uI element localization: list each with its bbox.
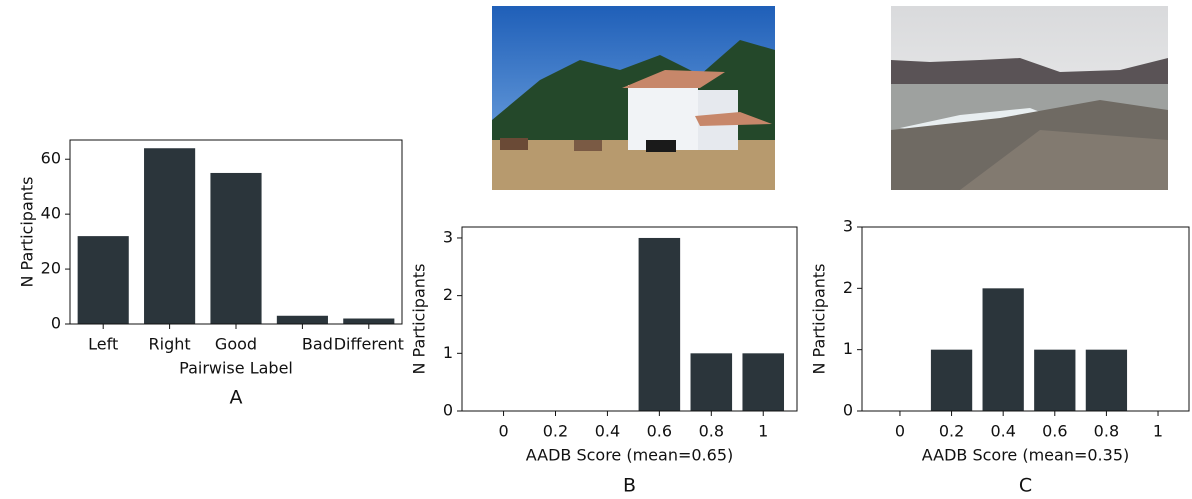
x-axis-label: Pairwise Label (179, 359, 293, 378)
y-tick-label: 1 (843, 339, 853, 358)
bar (982, 288, 1024, 411)
y-axis-label: N Participants (810, 263, 829, 374)
y-tick-label: 2 (443, 285, 453, 304)
x-tick-label: 1 (1153, 422, 1163, 441)
bar (742, 353, 785, 411)
y-tick-label: 60 (41, 149, 61, 168)
x-tick-label: 0.2 (543, 422, 568, 441)
x-tick-label: Different (334, 335, 404, 354)
x-tick-label: Left (88, 335, 118, 354)
x-tick-label: 1 (758, 422, 768, 441)
x-tick-label: 0.4 (595, 422, 620, 441)
panel-label: C (1019, 475, 1032, 496)
y-axis-label: N Participants (18, 176, 37, 287)
x-axis-label: AADB Score (mean=0.65) (526, 446, 734, 465)
y-axis-label: N Participants (410, 263, 429, 374)
panel-label: A (230, 387, 243, 409)
x-tick-label: 0.2 (939, 422, 964, 441)
bar (1085, 349, 1128, 411)
x-tick-label: 0 (498, 422, 508, 441)
x-tick-label: 0 (895, 422, 905, 441)
bar (690, 353, 733, 411)
y-tick-label: 0 (843, 401, 853, 420)
x-tick-label: 0.6 (1042, 422, 1067, 441)
x-tick-label: 0.6 (647, 422, 672, 441)
panel-label: B (623, 475, 636, 496)
y-tick-label: 0 (51, 314, 61, 333)
photo-house (492, 6, 775, 190)
axes-frame (861, 226, 1190, 412)
axes-frame (461, 226, 798, 412)
bar (210, 172, 262, 324)
y-tick-label: 0 (443, 401, 453, 420)
bar (1034, 349, 1076, 411)
x-axis-label: AADB Score (mean=0.35) (922, 446, 1130, 465)
x-tick-label: Right (149, 335, 191, 354)
x-tick-label: Bad (302, 335, 333, 354)
bar (930, 349, 973, 411)
x-tick-label: 0.4 (990, 422, 1015, 441)
axes-frame (69, 139, 403, 325)
y-tick-label: 40 (41, 204, 61, 223)
y-tick-label: 3 (443, 227, 453, 246)
y-tick-label: 20 (41, 259, 61, 278)
x-tick-label: 0.8 (699, 422, 724, 441)
y-tick-label: 2 (843, 278, 853, 297)
x-tick-label: 0.8 (1094, 422, 1119, 441)
photo-landscape (891, 6, 1168, 190)
y-tick-label: 3 (843, 217, 853, 236)
y-tick-label: 1 (443, 343, 453, 362)
bar (144, 148, 196, 324)
bar (77, 236, 129, 324)
bar (343, 318, 395, 324)
bar (276, 315, 328, 324)
x-tick-label: Good (215, 335, 257, 354)
bar (638, 237, 681, 411)
